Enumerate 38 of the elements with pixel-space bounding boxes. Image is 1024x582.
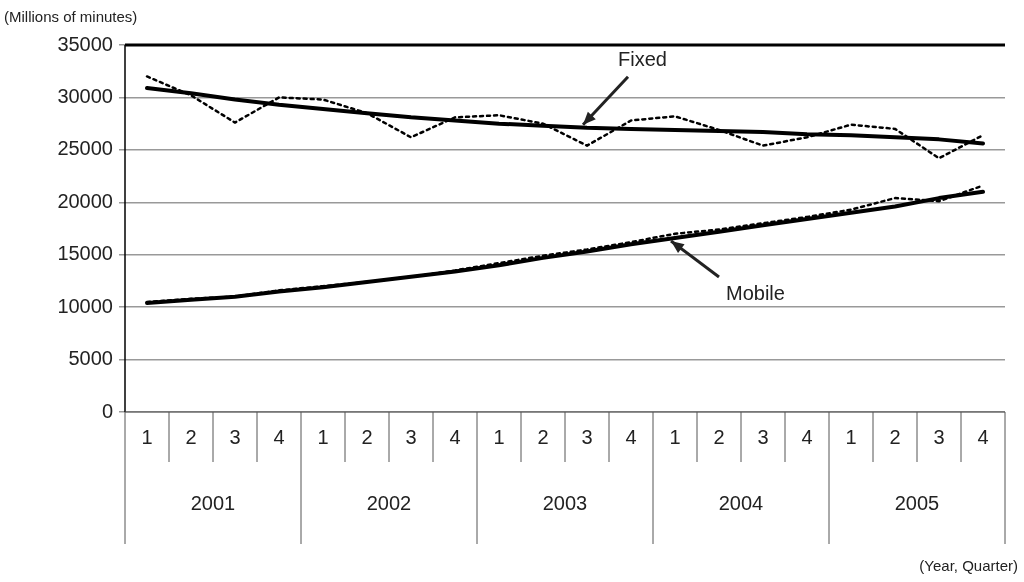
text: 2003 [542, 491, 588, 514]
x-tick-label: 1 [845, 425, 857, 448]
x-tick-label: 4 [977, 425, 989, 448]
y-tick-label: 20000 [57, 189, 113, 212]
y-tick-label: 15000 [57, 242, 113, 265]
x-tick-label: 3 [757, 425, 769, 448]
x-tick-label: 4 [625, 425, 637, 448]
x-tick-label: 2 [713, 425, 725, 448]
y-tick-label: 35000 [57, 32, 113, 55]
x-tick-label: 1 [669, 425, 681, 448]
x-tick-label: 2 [361, 425, 373, 448]
x-tick-label: 4 [449, 425, 461, 448]
x-tick-label: 4 [801, 425, 813, 448]
y-tick-label: 10000 [57, 294, 113, 317]
x-tick-label: 1 [317, 425, 329, 448]
x-tick-label: 2 [185, 425, 197, 448]
text: (Year, Quarter) [919, 557, 1018, 575]
text: 2005 [894, 491, 940, 514]
y-tick-label: 25000 [57, 137, 113, 160]
x-tick-label: 3 [405, 425, 417, 448]
text: Fixed [618, 48, 667, 71]
x-tick-label: 1 [493, 425, 505, 448]
x-tick-label: 3 [933, 425, 945, 448]
line-series [145, 75, 985, 160]
x-tick-label: 2 [537, 425, 549, 448]
y-tick-label: 30000 [57, 84, 113, 107]
x-tick-label: 3 [229, 425, 241, 448]
text: 2002 [366, 491, 412, 514]
text: 2004 [718, 491, 764, 514]
x-tick-label: 3 [581, 425, 593, 448]
y-tick-label: 0 [101, 399, 113, 422]
text: Mobile [726, 282, 785, 305]
x-tick-label: 1 [141, 425, 153, 448]
y-tick-label: 5000 [68, 347, 113, 370]
y-axis-title: (Millions of minutes) [4, 8, 138, 26]
x-tick-label: 2 [889, 425, 901, 448]
text: 2001 [190, 491, 236, 514]
x-tick-label: 4 [273, 425, 285, 448]
